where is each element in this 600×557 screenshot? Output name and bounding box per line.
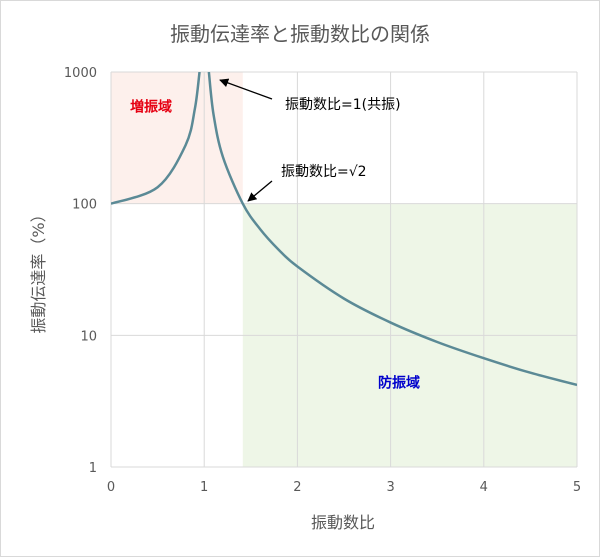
x-tick-label-4: 4 [480,480,488,495]
y-tick-label-10: 10 [80,329,97,344]
region-label-0: 増振域 [130,99,172,116]
annotation-arrow-1 [247,180,273,202]
x-axis-label: 振動数比 [311,513,375,532]
annotation-arrow-0 [219,78,273,100]
annotation-label-1: 振動数比=√2 [281,164,367,180]
x-tick-label-3: 3 [386,480,394,495]
x-tick-label-5: 5 [573,480,581,495]
region-label-1: 防振域 [378,375,420,392]
annotation-label-0: 振動数比=1(共振) [285,97,401,113]
y-tick-label-1: 1 [89,461,97,476]
x-tick-label-1: 1 [200,480,208,495]
y-axis-label: 振動伝達率（%） [29,206,48,333]
series-line-0 [111,72,577,387]
x-tick-label-0: 0 [107,480,115,495]
chart-title: 振動伝達率と振動数比の関係 [170,22,430,46]
regions-layer [111,72,578,467]
y-tick-label-100: 100 [72,198,97,213]
region-0 [111,72,243,204]
y-tick-label-1000: 1000 [64,66,97,81]
grid-layer [110,71,578,468]
series-layer [111,72,577,387]
x-tick-label-2: 2 [293,480,301,495]
